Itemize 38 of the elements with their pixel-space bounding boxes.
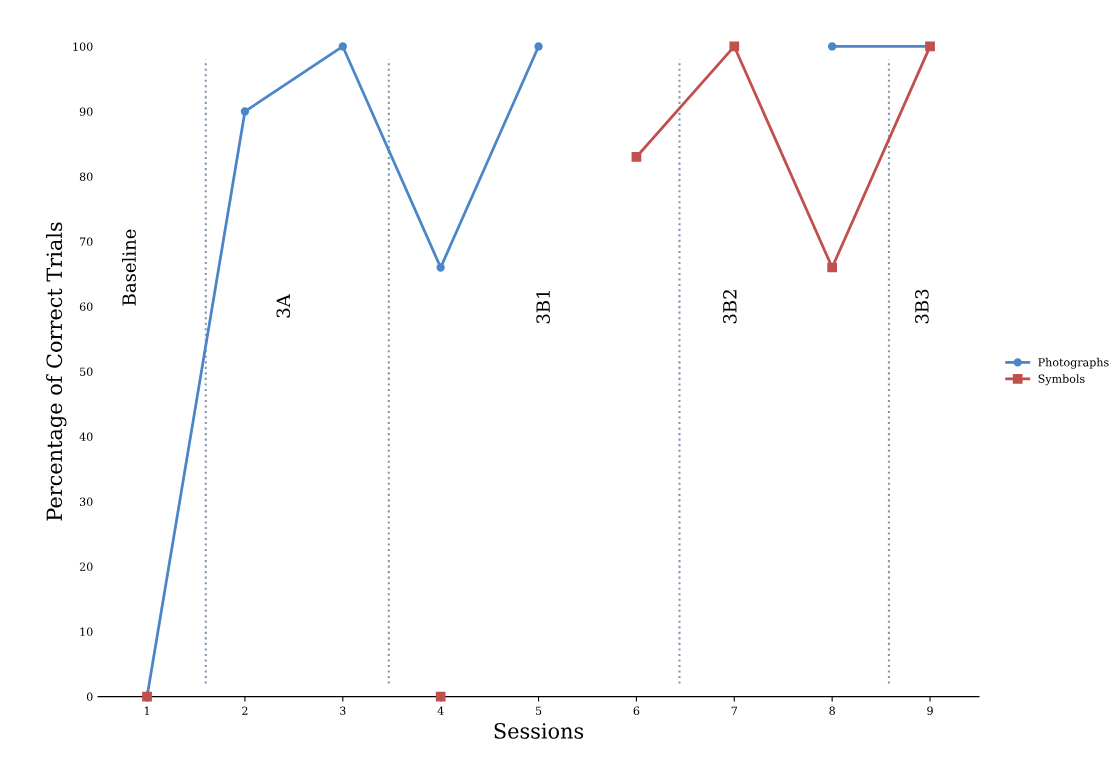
y-tick-label: 0 (86, 692, 93, 701)
y-tick-label: 80 (79, 172, 93, 181)
x-tick-label: 7 (731, 706, 738, 715)
y-tick-label: 60 (79, 302, 93, 311)
point (827, 262, 838, 273)
y-tick-label: 30 (79, 497, 93, 506)
y-tick-label: 40 (79, 432, 93, 441)
y-tick-label: 50 (80, 367, 93, 376)
x-tick-label: 8 (829, 706, 835, 715)
point (338, 42, 347, 51)
point (827, 42, 837, 51)
annotation: 3B1 (536, 290, 550, 324)
point (436, 263, 445, 272)
x-tick-label: 9 (927, 706, 933, 715)
point (534, 42, 543, 51)
y-tick-label: 100 (73, 42, 93, 51)
y-tick-label: 10 (80, 627, 93, 636)
point (435, 691, 446, 702)
legend-label: Photographs (1038, 357, 1109, 369)
y-tick-label: 70 (80, 237, 93, 246)
point (631, 152, 642, 162)
x-tick-label: 6 (633, 706, 640, 715)
x-tick-label: 5 (535, 706, 542, 715)
y-axis-title: Percentage of Correct Trials (46, 222, 67, 521)
x-axis-title: Sessions (494, 723, 584, 739)
x-tick-label: 4 (437, 706, 444, 715)
x-tick-label: 2 (242, 706, 248, 715)
annotation: 3B2 (723, 290, 737, 324)
point (240, 107, 250, 116)
point (729, 41, 740, 52)
annotation: 3A (276, 294, 291, 318)
y-tick-label: 90 (79, 107, 93, 116)
legend-label: Symbols (1038, 374, 1085, 386)
x-tick-label: 1 (144, 706, 150, 715)
x-tick-label: 3 (340, 706, 346, 715)
y-tick-label: 20 (79, 562, 93, 571)
annotation: 3B3 (915, 289, 929, 324)
annotation: Baseline (121, 229, 136, 306)
